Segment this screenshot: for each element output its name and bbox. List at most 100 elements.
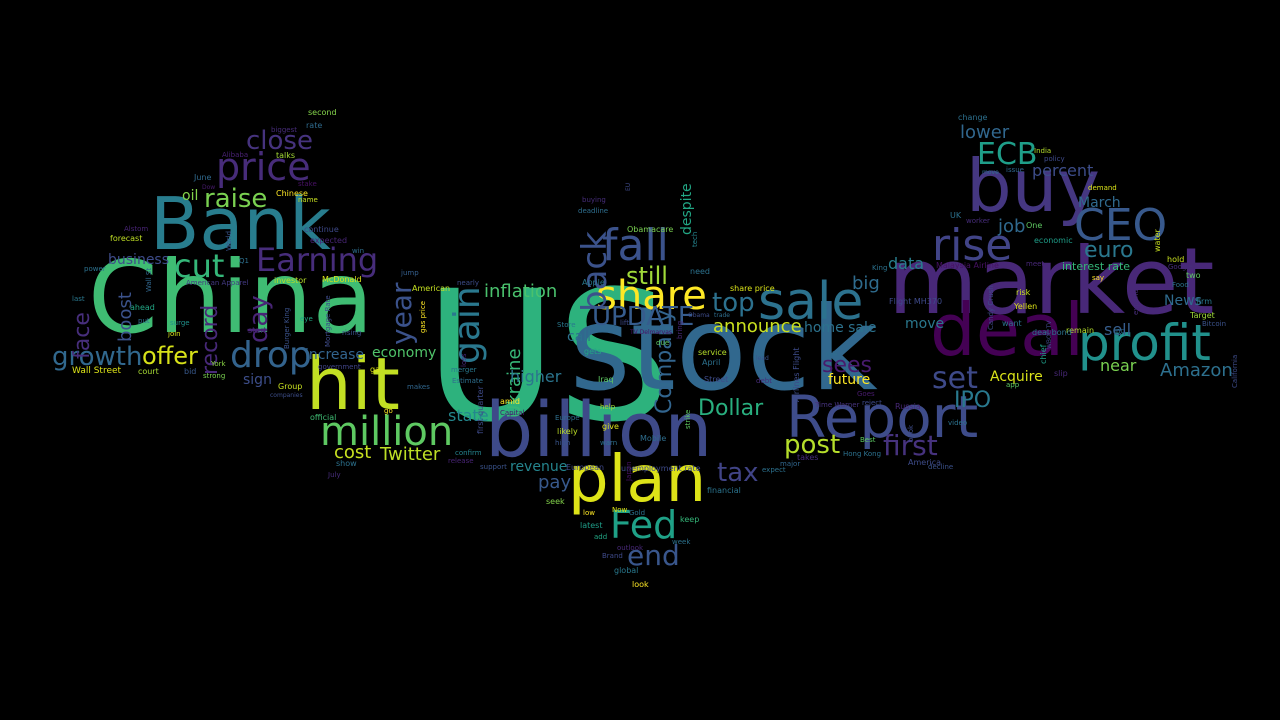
- word-big: big: [852, 273, 880, 294]
- word-goes: Goes: [857, 390, 875, 398]
- word-now: Now: [612, 506, 628, 514]
- word-cost: cost: [334, 442, 372, 463]
- word-ipo: IPO: [954, 388, 992, 413]
- word-tax: tax: [717, 458, 759, 488]
- word-high: high: [555, 439, 571, 447]
- word-california: California: [1231, 354, 1239, 388]
- word-hit: hit: [306, 342, 400, 426]
- word-biggest: biggest: [271, 126, 297, 134]
- word-hold: hold: [1167, 255, 1185, 264]
- word-move: move: [905, 316, 945, 332]
- word-fall: fall: [602, 220, 669, 271]
- word-data: data: [888, 254, 925, 273]
- word-hong-kong: Hong Kong: [843, 450, 882, 458]
- word-dollar: Dollar: [698, 396, 764, 421]
- word-google: Google: [1168, 263, 1193, 271]
- word-policy: policy: [1044, 155, 1065, 163]
- word-gain: gain: [447, 286, 488, 364]
- word-firm: firm: [1196, 297, 1212, 306]
- word-look: look: [632, 580, 649, 589]
- word-us: US: [425, 253, 672, 462]
- word-reject: reject: [862, 399, 882, 407]
- word-job: job: [998, 216, 1026, 237]
- word-acquire: Acquire: [990, 369, 1043, 385]
- word-best: Best: [860, 436, 876, 444]
- word-wboc-tv: WBOC TV: [1046, 320, 1053, 349]
- word-king: King: [872, 264, 888, 272]
- word-court: court: [138, 367, 159, 376]
- word-target: Target: [1190, 311, 1215, 320]
- word-release: release: [448, 457, 474, 465]
- word-deal-bond: deal bond: [1032, 328, 1072, 337]
- word-earning: Earning: [256, 241, 379, 279]
- word-mortgage-rate: Mortgage Rate: [324, 295, 332, 347]
- word-show: show: [336, 459, 357, 468]
- word-company: Company: [652, 309, 677, 414]
- word-trade: trade: [714, 312, 730, 319]
- word-update: UPDATE: [592, 302, 695, 332]
- word-profit: profit: [1078, 314, 1211, 372]
- word-confirm: confirm: [455, 449, 482, 457]
- word-higher: higher: [510, 367, 562, 386]
- word-low: low: [583, 509, 595, 517]
- word-flight-mh370: Flight MH370: [889, 297, 943, 306]
- word-surge: surge: [170, 319, 190, 327]
- word-makes: makes: [407, 383, 430, 391]
- word-name: name: [298, 196, 318, 204]
- word-gold: Gold: [629, 509, 646, 517]
- word-top: top: [712, 288, 755, 318]
- word-increase: increase: [305, 347, 365, 363]
- word-forecast: forecast: [110, 234, 143, 243]
- word-india: India: [1034, 147, 1052, 155]
- word-stock: stock: [570, 282, 878, 417]
- word-video: video: [948, 419, 968, 427]
- word-american-apparel: American Apparel: [186, 279, 249, 287]
- word-future: future: [828, 372, 871, 388]
- word-takes: takes: [797, 453, 819, 462]
- word-still: still: [626, 262, 668, 290]
- word-gas-price: gas price: [419, 300, 427, 333]
- word-buy: buy: [966, 144, 1100, 228]
- word-food: Food: [1172, 281, 1189, 289]
- word-back: back: [575, 231, 615, 312]
- word-last: last: [72, 295, 85, 303]
- word-stake: stake: [298, 180, 317, 188]
- word-iraq: Iraq: [598, 375, 614, 384]
- word-meet: meet: [1026, 260, 1045, 268]
- word-report: Report: [786, 383, 979, 451]
- word-rule: rule: [826, 351, 838, 358]
- word-service: service: [698, 348, 727, 357]
- word-announce: announce: [713, 316, 802, 337]
- word-one: One: [1026, 221, 1043, 230]
- word-share: share: [596, 273, 707, 319]
- word-face: face: [70, 312, 95, 359]
- word-outlook: outlook: [617, 544, 644, 552]
- word-interest-rate: interest rate: [1062, 260, 1131, 273]
- word-inflation: inflation: [484, 281, 558, 302]
- word-seek: seek: [546, 497, 565, 506]
- word-store: Store: [557, 321, 576, 329]
- word-remain: remain: [1066, 326, 1095, 335]
- word-debt: debt: [756, 377, 772, 385]
- word-home-sale: home sale: [804, 320, 877, 336]
- word-give: give: [602, 422, 619, 431]
- word-issue: issue: [1006, 166, 1024, 174]
- word-group: Group: [278, 382, 303, 391]
- word-europe: Europe: [555, 414, 580, 422]
- word-growth: growth: [52, 342, 143, 372]
- word-eu: EU: [625, 182, 632, 191]
- word-demand: demand: [1088, 184, 1117, 192]
- word-book: book: [907, 424, 915, 442]
- word-jump: jump: [401, 269, 419, 277]
- word-add: add: [594, 533, 608, 541]
- word-news: News: [1164, 293, 1202, 309]
- word-billion: billion: [485, 385, 713, 474]
- word-move: move: [982, 169, 999, 176]
- word-first: first: [883, 429, 938, 462]
- word-tv-delmarvas: TV Delmarvas: [630, 329, 672, 336]
- word-oil: oil: [182, 188, 199, 204]
- word-risk: risk: [1016, 288, 1031, 297]
- word-water: water: [1153, 229, 1162, 252]
- word-sale: sale: [758, 272, 864, 332]
- word-ga: ga: [370, 365, 380, 374]
